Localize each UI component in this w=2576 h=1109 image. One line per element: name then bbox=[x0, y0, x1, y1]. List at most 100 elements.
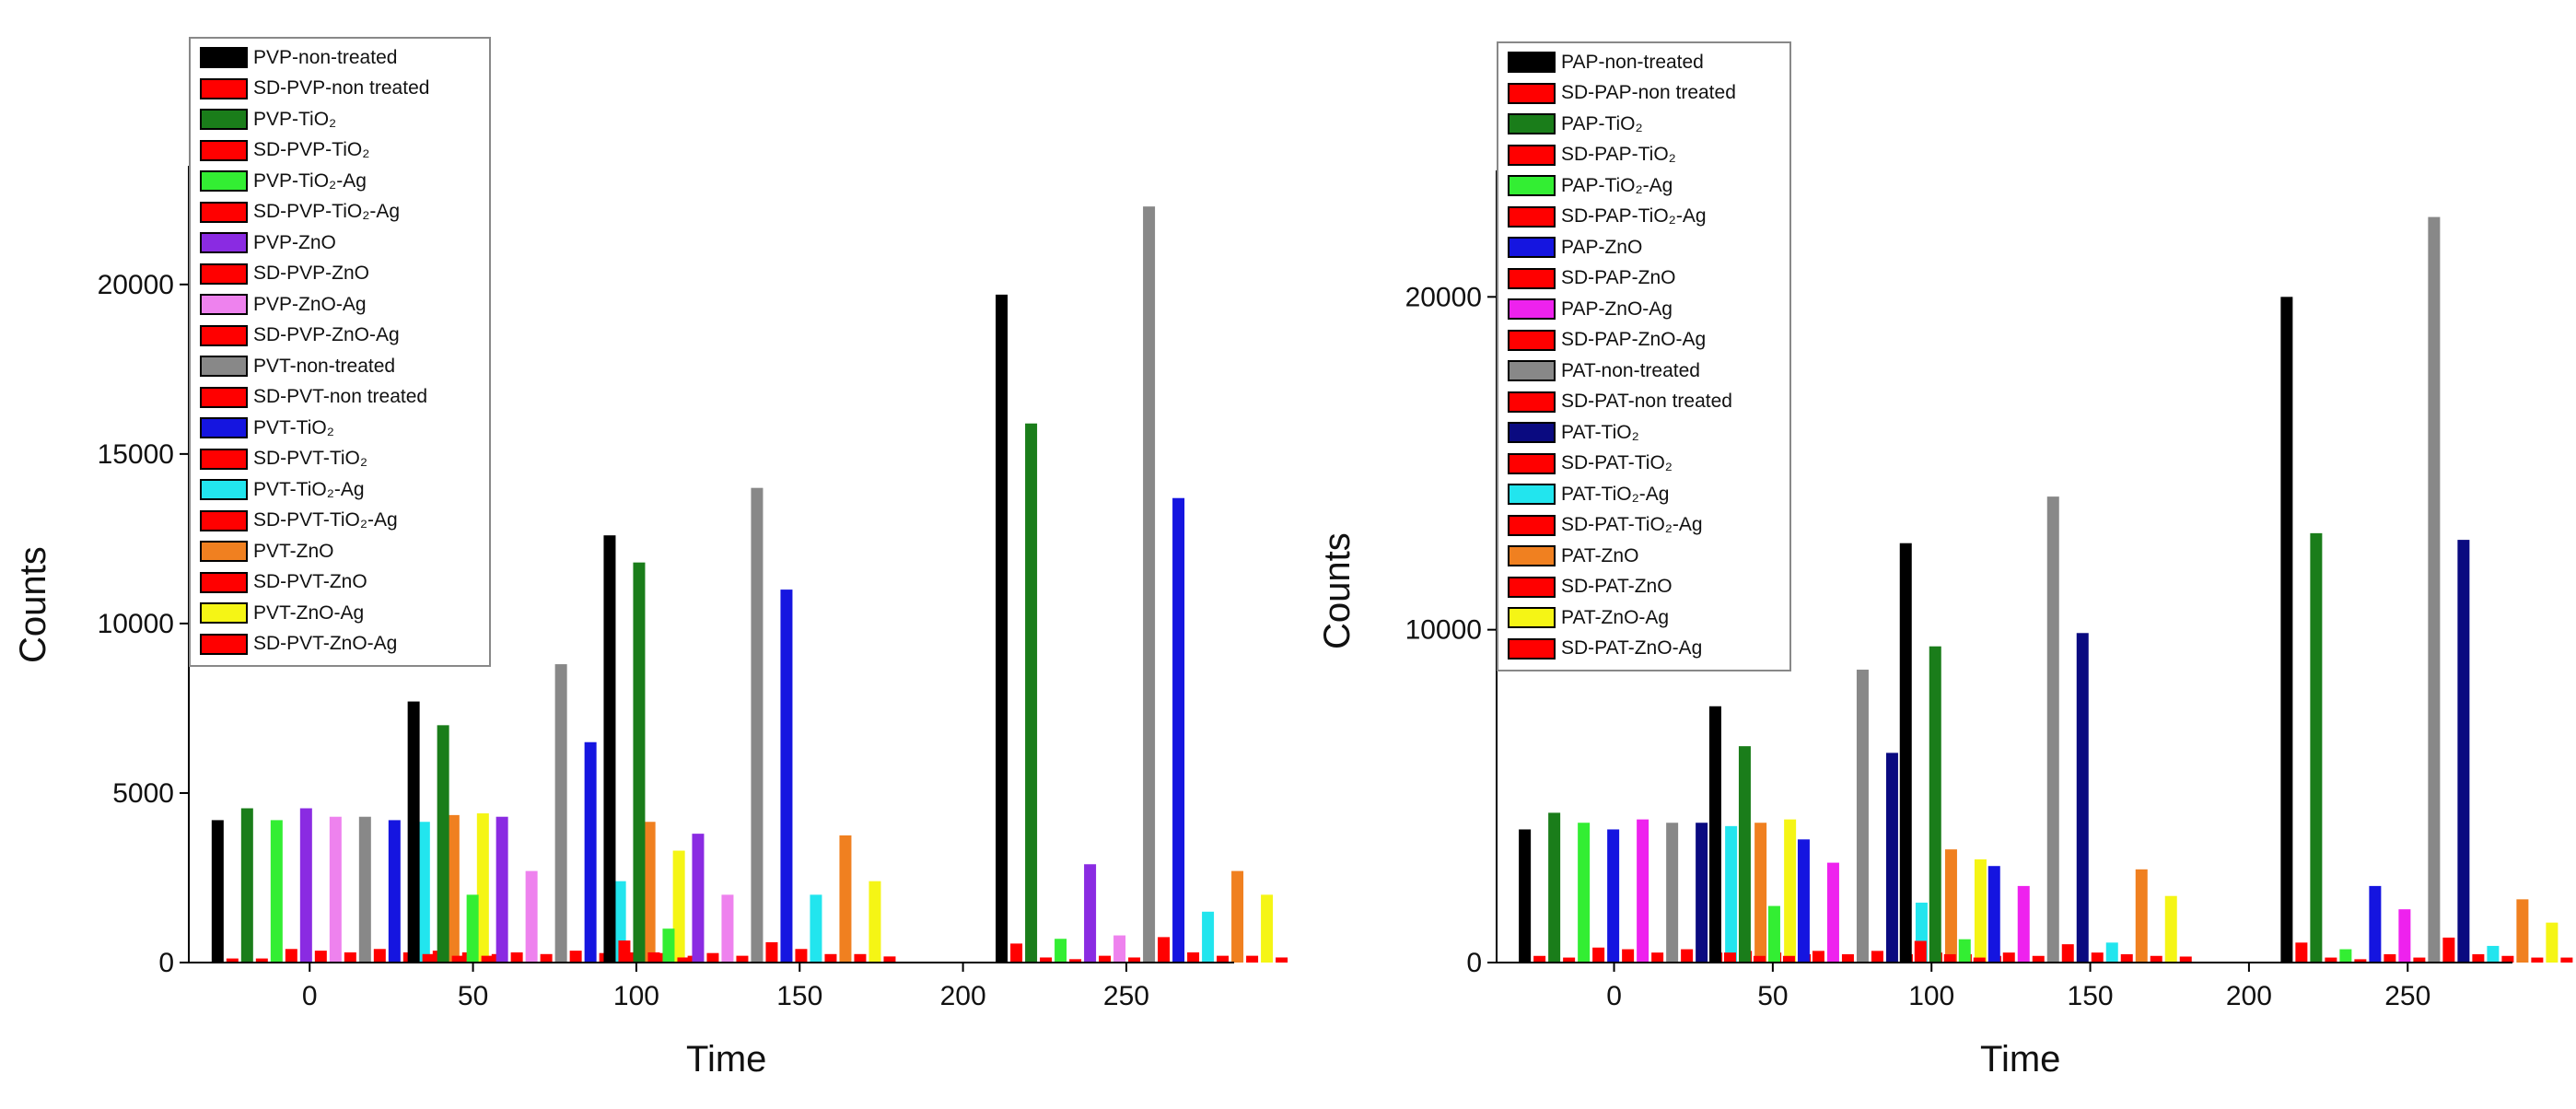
bar bbox=[1217, 955, 1230, 963]
legend-swatch bbox=[200, 263, 248, 285]
y-tick-label: 10000 bbox=[1405, 615, 1482, 646]
bar bbox=[603, 535, 616, 963]
legend-label: SD-PVP-non treated bbox=[253, 77, 430, 99]
bar bbox=[314, 951, 327, 963]
bar bbox=[584, 741, 597, 963]
bar bbox=[672, 850, 685, 963]
legend-swatch bbox=[200, 324, 248, 346]
legend-item: SD-PAP-non treated bbox=[1508, 78, 1782, 110]
legend-swatch bbox=[1508, 144, 1556, 166]
bar bbox=[540, 953, 553, 963]
legend-item: SD-PVP-non treated bbox=[200, 74, 482, 105]
legend-item: PVT-non-treated bbox=[200, 351, 482, 382]
bar bbox=[2339, 949, 2352, 963]
bar bbox=[2546, 922, 2559, 963]
bar bbox=[1519, 829, 1532, 963]
y-tick-label: 20000 bbox=[1405, 282, 1482, 312]
legend-item: SD-PAT-TiO₂ bbox=[1508, 449, 1782, 480]
bar bbox=[1973, 957, 1986, 963]
bar bbox=[1172, 497, 1185, 963]
bar bbox=[1055, 939, 1067, 963]
legend-label: PAT-ZnO-Ag bbox=[1561, 606, 1670, 628]
bar bbox=[824, 953, 837, 963]
legend-item: SD-PVT-ZnO-Ag bbox=[200, 629, 482, 660]
legend-label: PAT-non-treated bbox=[1561, 359, 1700, 381]
bar bbox=[1607, 829, 1620, 963]
legend: PVP-non-treated SD-PVP-non treated PVP-TiO… bbox=[189, 37, 491, 667]
bar bbox=[1563, 957, 1576, 963]
bar bbox=[2487, 945, 2500, 963]
bar bbox=[2472, 953, 2485, 963]
bar bbox=[1592, 947, 1605, 963]
y-axis-label: Counts bbox=[1317, 532, 1358, 649]
legend-item: PAT-non-treated bbox=[1508, 356, 1782, 387]
bar bbox=[1738, 746, 1751, 963]
bar bbox=[2428, 216, 2441, 963]
bar bbox=[2150, 955, 2162, 963]
legend-swatch bbox=[200, 602, 248, 625]
legend-item: SD-PAP-ZnO-Ag bbox=[1508, 325, 1782, 356]
legend-swatch bbox=[1508, 205, 1556, 228]
legend-item: SD-PAT-non treated bbox=[1508, 387, 1782, 418]
legend-swatch bbox=[1508, 452, 1556, 474]
legend-item: SD-PAT-ZnO-Ag bbox=[1508, 634, 1782, 665]
bar bbox=[1010, 943, 1023, 963]
bar bbox=[2076, 633, 2089, 963]
legend-swatch bbox=[200, 386, 248, 408]
bar bbox=[2369, 885, 2382, 963]
bar bbox=[1797, 839, 1810, 963]
bar bbox=[2002, 952, 2015, 963]
bar bbox=[810, 894, 822, 963]
bar bbox=[329, 816, 342, 963]
bar bbox=[2398, 909, 2411, 963]
bar bbox=[2295, 942, 2308, 963]
legend-label: SD-PAT-ZnO-Ag bbox=[1561, 637, 1703, 660]
bar bbox=[2120, 953, 2133, 963]
bar bbox=[1276, 957, 1288, 963]
bar bbox=[1753, 955, 1766, 963]
legend-item: PAP-TiO₂-Ag bbox=[1508, 170, 1782, 202]
bar bbox=[373, 949, 386, 963]
legend-label: PVT-TiO₂ bbox=[253, 416, 334, 438]
legend-label: SD-PVT-ZnO bbox=[253, 571, 367, 593]
legend-item: PAP-TiO₂ bbox=[1508, 109, 1782, 140]
bar bbox=[2046, 496, 2059, 963]
bar bbox=[677, 957, 690, 963]
bar bbox=[1725, 825, 1738, 963]
bar bbox=[451, 955, 464, 963]
bar bbox=[2442, 937, 2455, 963]
bar bbox=[417, 822, 430, 963]
legend-label: SD-PAT-TiO₂ bbox=[1561, 452, 1673, 474]
bar bbox=[1826, 862, 1839, 963]
bar bbox=[1246, 955, 1259, 963]
legend-item: PAP-non-treated bbox=[1508, 47, 1782, 78]
legend-label: PAP-ZnO-Ag bbox=[1561, 298, 1673, 320]
bar bbox=[1025, 423, 1038, 963]
bar bbox=[2032, 955, 2045, 963]
legend-item: SD-PAT-TiO₂-Ag bbox=[1508, 510, 1782, 542]
bar bbox=[510, 951, 523, 963]
legend-item: PVP-ZnO-Ag bbox=[200, 289, 482, 321]
legend-label: PVP-ZnO bbox=[253, 231, 336, 253]
bar bbox=[554, 664, 567, 963]
bar bbox=[765, 941, 778, 963]
legend-label: SD-PAP-ZnO bbox=[1561, 267, 1676, 289]
x-tick-label: 200 bbox=[2226, 981, 2272, 1011]
legend-swatch bbox=[200, 509, 248, 531]
bar bbox=[1856, 670, 1869, 963]
bar bbox=[407, 701, 420, 963]
bar bbox=[525, 870, 538, 963]
y-tick-label: 20000 bbox=[98, 270, 174, 300]
bar bbox=[1128, 957, 1141, 963]
legend-swatch bbox=[200, 633, 248, 655]
bar bbox=[1578, 823, 1591, 963]
bar bbox=[2061, 944, 2074, 963]
legend-label: SD-PAT-non treated bbox=[1561, 391, 1732, 413]
chart-left-plot: 0 5000 10000 15000 20000 0 50 100 150 200 250 bbox=[98, 166, 1288, 1011]
legend-label: PVP-ZnO-Ag bbox=[253, 293, 367, 315]
bar bbox=[1202, 911, 1215, 963]
legend-item: SD-PVT-non treated bbox=[200, 382, 482, 414]
bar bbox=[736, 955, 749, 963]
bar bbox=[1231, 870, 1244, 963]
y-tick-label: 0 bbox=[158, 948, 174, 978]
